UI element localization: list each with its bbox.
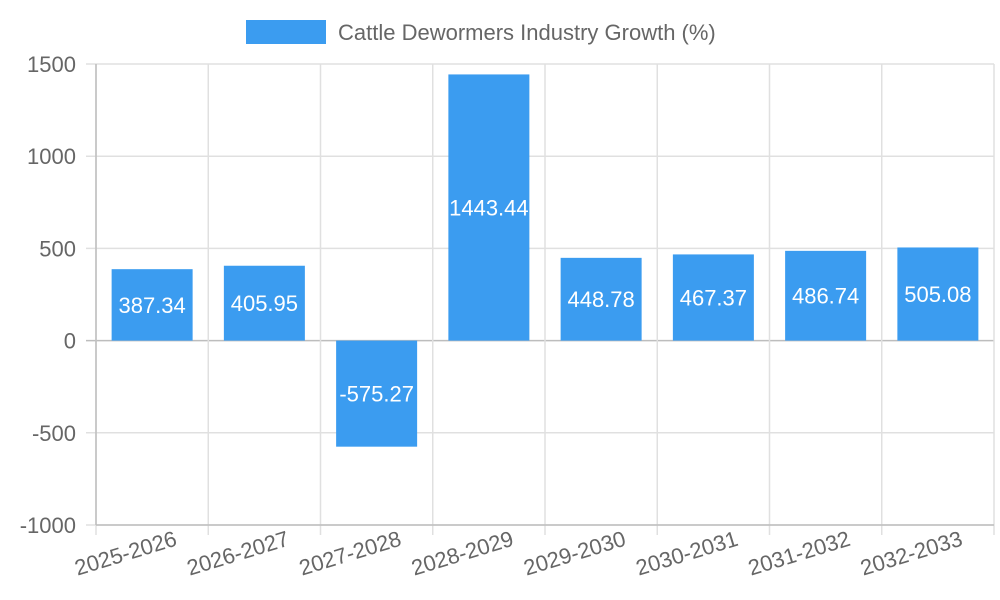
y-tick-label: 500 bbox=[39, 236, 76, 261]
bar[interactable] bbox=[672, 254, 754, 341]
bar-value-label: -575.27 bbox=[339, 382, 414, 407]
x-tick-label: 2025-2026 bbox=[72, 526, 180, 581]
x-tick-label: 2029-2030 bbox=[521, 526, 629, 581]
bar[interactable] bbox=[785, 250, 867, 341]
x-axis-ticks: 2025-2026 2026-2027 2027-2028 2028-2029 2029… bbox=[72, 526, 966, 581]
x-tick-label: 2030-2031 bbox=[633, 526, 741, 581]
y-tick-label: -1000 bbox=[20, 513, 76, 538]
bar-value-label: 405.95 bbox=[231, 291, 298, 316]
legend[interactable]: Cattle Dewormers Industry Growth (%) bbox=[246, 20, 716, 45]
x-tick-label: 2028-2029 bbox=[408, 526, 516, 581]
x-tick-label: 2026-2027 bbox=[184, 526, 292, 581]
y-tick-label: 1500 bbox=[27, 52, 76, 77]
bar-value-label: 505.08 bbox=[904, 282, 971, 307]
bar-value-label: 387.34 bbox=[118, 293, 185, 318]
bar[interactable] bbox=[897, 247, 979, 341]
bar-value-label: 486.74 bbox=[792, 284, 859, 309]
y-tick-label: 0 bbox=[64, 329, 76, 354]
y-axis-ticks: 1500 1000 500 0 -500 -1000 bbox=[20, 52, 76, 538]
y-tick-label: 1000 bbox=[27, 144, 76, 169]
bar-value-label: 1443.44 bbox=[449, 196, 529, 221]
bar[interactable] bbox=[448, 74, 530, 341]
legend-label: Cattle Dewormers Industry Growth (%) bbox=[338, 20, 716, 45]
bar-value-label: 467.37 bbox=[680, 286, 747, 311]
x-tick-label: 2031-2032 bbox=[745, 526, 853, 581]
bar[interactable] bbox=[336, 340, 418, 447]
legend-swatch bbox=[246, 20, 326, 44]
bars bbox=[111, 74, 979, 447]
axes bbox=[95, 64, 994, 526]
x-tick-label: 2027-2028 bbox=[296, 526, 404, 581]
bar-data-labels: 387.34 405.95 -575.27 1443.44 448.78 467.37 48… bbox=[118, 196, 971, 407]
bar[interactable] bbox=[223, 265, 305, 341]
bar[interactable] bbox=[111, 269, 193, 341]
bar[interactable] bbox=[560, 257, 642, 341]
y-tick-label: -500 bbox=[32, 421, 76, 446]
bar-value-label: 448.78 bbox=[567, 287, 634, 312]
x-tick-label: 2032-2033 bbox=[857, 526, 965, 581]
